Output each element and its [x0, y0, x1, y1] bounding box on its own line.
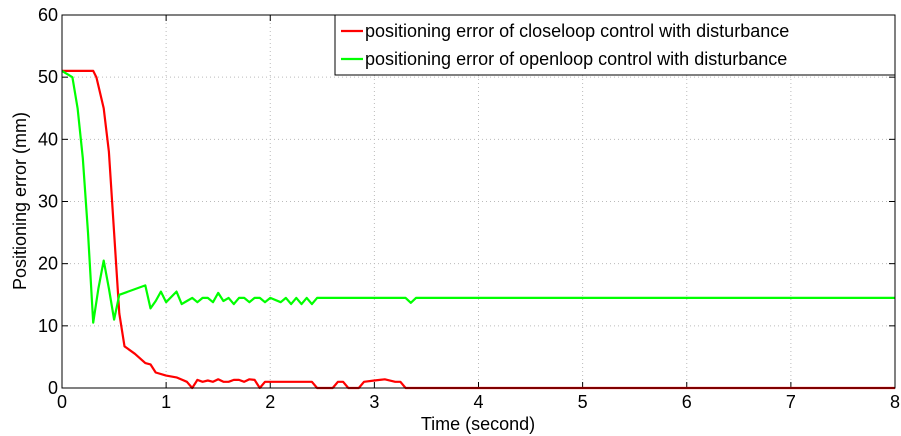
- y-tick-label: 50: [38, 67, 58, 87]
- x-tick-label: 4: [473, 392, 483, 412]
- y-tick-label: 10: [38, 316, 58, 336]
- x-tick-label: 8: [890, 392, 900, 412]
- x-tick-label: 0: [57, 392, 67, 412]
- legend-label: positioning error of closeloop control w…: [365, 21, 789, 41]
- legend-box: [334, 14, 896, 76]
- x-tick-label: 1: [161, 392, 171, 412]
- y-tick-label: 0: [48, 378, 58, 398]
- y-tick-label: 60: [38, 5, 58, 25]
- x-tick-label: 7: [786, 392, 796, 412]
- y-tick-label: 20: [38, 254, 58, 274]
- legend-label: positioning error of openloop control wi…: [365, 49, 787, 69]
- y-axis-label: Positioning error (mm): [10, 112, 30, 290]
- x-axis-label: Time (second): [421, 414, 535, 434]
- x-tick-label: 5: [578, 392, 588, 412]
- x-tick-label: 2: [265, 392, 275, 412]
- x-tick-label: 6: [682, 392, 692, 412]
- x-tick-label: 3: [369, 392, 379, 412]
- series-line: [61, 69, 895, 324]
- y-tick-label: 40: [38, 129, 58, 149]
- y-tick-label: 30: [38, 192, 58, 212]
